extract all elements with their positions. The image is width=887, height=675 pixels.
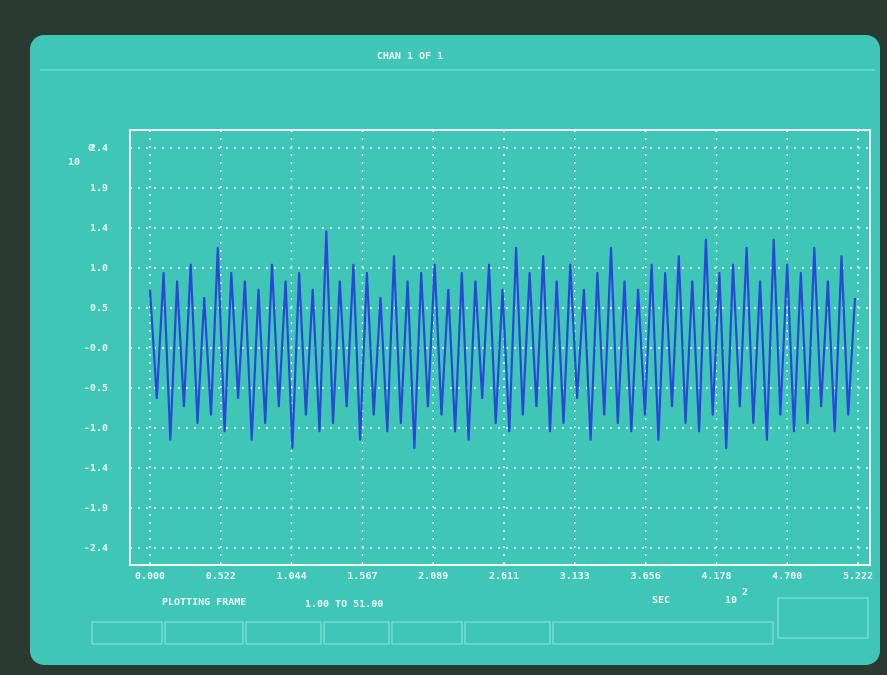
x-tick-label: 2.089 bbox=[418, 571, 448, 582]
y-tick-label: -0.5 bbox=[84, 383, 108, 394]
x-tick-label: 3.656 bbox=[631, 571, 661, 582]
frame-range: 1.00 TO 51.00 bbox=[305, 599, 383, 610]
screen: CHAN 1 OF 1 10 0 SEC 10 2 PLOTTING FRAME… bbox=[0, 0, 887, 671]
x-unit: SEC bbox=[652, 595, 670, 606]
y-tick-label: 1.0 bbox=[90, 263, 108, 274]
x-tick-label: 1.044 bbox=[276, 571, 306, 582]
y-tick-label: -2.4 bbox=[84, 543, 108, 554]
y-scale-base: 10 bbox=[68, 157, 80, 168]
x-scale-exponent: 2 bbox=[742, 587, 748, 598]
x-tick-label: 5.222 bbox=[843, 571, 873, 582]
x-scale: 10 bbox=[725, 595, 737, 606]
x-tick-label: 2.611 bbox=[489, 571, 519, 582]
y-tick-label: -0.0 bbox=[84, 343, 108, 354]
y-tick-label: 1.9 bbox=[90, 183, 108, 194]
x-tick-label: 0.522 bbox=[206, 571, 236, 582]
y-tick-label: -1.0 bbox=[84, 423, 108, 434]
y-tick-label: 2.4 bbox=[90, 143, 108, 154]
y-tick-label: -1.9 bbox=[84, 503, 108, 514]
x-tick-label: 4.700 bbox=[772, 571, 802, 582]
y-tick-label: -1.4 bbox=[84, 463, 108, 474]
y-tick-label: 0.5 bbox=[90, 303, 108, 314]
x-tick-label: 0.000 bbox=[135, 571, 165, 582]
x-tick-label: 3.133 bbox=[560, 571, 590, 582]
page: {"chart_data": {"type": "line", "header"… bbox=[0, 0, 887, 671]
frame-label: PLOTTING FRAME bbox=[162, 597, 246, 608]
y-tick-label: 1.4 bbox=[90, 223, 108, 234]
header: CHAN 1 OF 1 bbox=[377, 51, 443, 62]
x-tick-label: 1.567 bbox=[347, 571, 377, 582]
x-tick-label: 4.178 bbox=[701, 571, 731, 582]
